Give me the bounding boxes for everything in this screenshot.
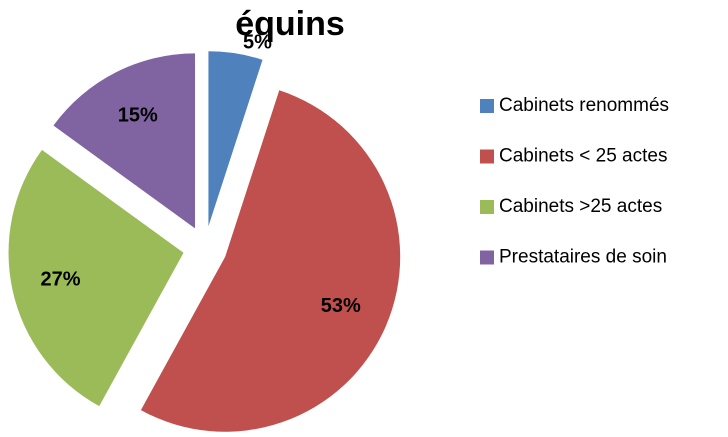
data-label: 5% bbox=[243, 31, 272, 53]
legend-swatch bbox=[480, 149, 494, 164]
pie-slice bbox=[53, 53, 196, 229]
pie-slice bbox=[208, 51, 263, 227]
data-label: 27% bbox=[41, 269, 81, 291]
chart-title: équins bbox=[235, 5, 345, 43]
pie-slice bbox=[140, 90, 401, 432]
legend-label: Cabinets >25 actes bbox=[499, 196, 662, 217]
legend-swatch bbox=[480, 99, 494, 113]
legend-label: Prestataires de soin bbox=[499, 247, 667, 268]
legend-swatch bbox=[480, 200, 494, 214]
data-label: 15% bbox=[118, 104, 158, 126]
pie-slice bbox=[8, 149, 184, 407]
data-label: 53% bbox=[321, 295, 361, 317]
legend-swatch bbox=[480, 250, 494, 265]
legend-label: Cabinets renommés bbox=[499, 95, 669, 116]
legend-label: Cabinets < 25 actes bbox=[499, 146, 667, 167]
